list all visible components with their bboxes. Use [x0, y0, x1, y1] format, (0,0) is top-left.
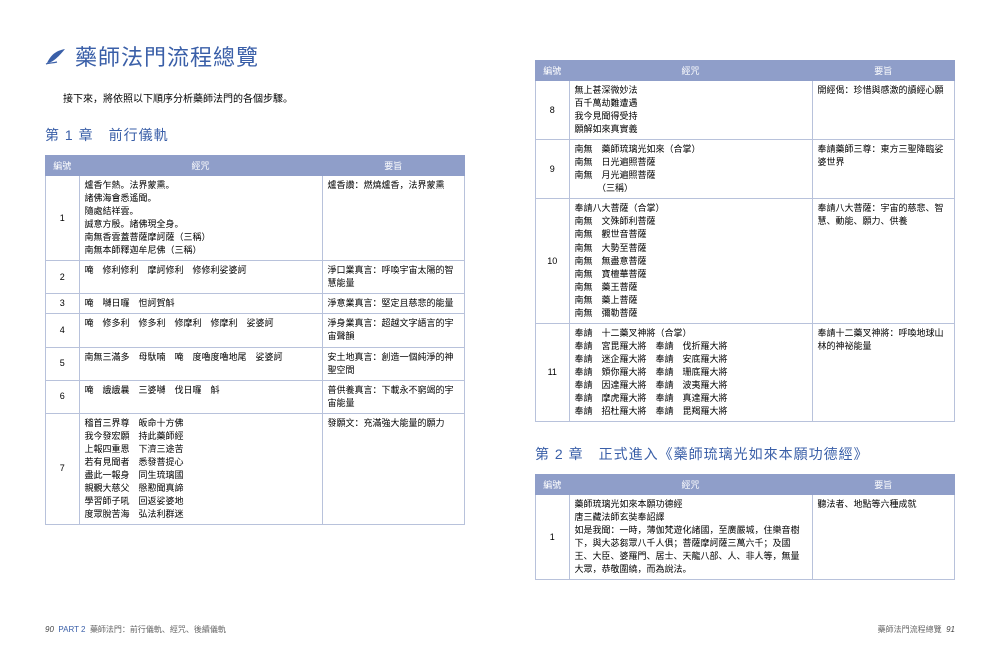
chapter2-title: 第 2 章 正式進入《藥師琉璃光如來本願功德經》 — [535, 444, 955, 464]
row-num: 3 — [46, 294, 80, 314]
row-num: 1 — [536, 495, 570, 580]
table-row: 11奉請 十二藥叉神將（合掌）奉請 宮毘羅大將 奉請 伐折羅大將奉請 迷企羅大將… — [536, 323, 955, 421]
col-header-num: 編號 — [46, 156, 80, 176]
row-mid: 奉請 十二藥叉神將（合掌）奉請 宮毘羅大將 奉請 伐折羅大將奉請 迷企羅大將 奉… — [569, 323, 812, 421]
row-right: 淨口業真言：呼喚宇宙太陽的智慧能量 — [322, 261, 464, 294]
table-row: 1藥師琉璃光如來本願功德經唐三藏法師玄奘奉詔譯如是我聞：一時，薄伽梵遊化諸國，至… — [536, 495, 955, 580]
table-row: 8無上甚深微妙法百千萬劫難遭遇我今見聞得受持願解如來真實義開經偈：珍惜與感激的讀… — [536, 81, 955, 140]
col-header-mid: 經咒 — [569, 61, 812, 81]
row-mid: 唵 修多利 修多利 修摩利 修摩利 娑婆訶 — [79, 314, 322, 347]
intro-text: 接下來，將依照以下順序分析藥師法門的各個步驟。 — [63, 90, 465, 105]
footer-text-right: 藥師法門流程總覽 — [878, 625, 942, 634]
row-mid: 唵 嚩日囉 怛訶賀斛 — [79, 294, 322, 314]
row-mid: 無上甚深微妙法百千萬劫難遭遇我今見聞得受持願解如來真實義 — [569, 81, 812, 140]
row-mid: 藥師琉璃光如來本願功德經唐三藏法師玄奘奉詔譯如是我聞：一時，薄伽梵遊化諸國，至廣… — [569, 495, 812, 580]
footer-text-left: 藥師法門：前行儀軌、經咒、後續儀軌 — [90, 625, 226, 634]
row-right: 淨意業真言：堅定且慈悲的能量 — [322, 294, 464, 314]
row-num: 1 — [46, 176, 80, 261]
row-mid: 南無三滿多 母馱喃 唵 度嚕度嚕地尾 娑婆訶 — [79, 347, 322, 380]
row-num: 5 — [46, 347, 80, 380]
footer-left: 90 PART 2 藥師法門：前行儀軌、經咒、後續儀軌 — [45, 624, 226, 635]
row-mid: 爐香乍熱。法界蒙熏。諸佛海會悉遙聞。隨處結祥雲。誠意方殷。諸佛現全身。南無香雲蓋… — [79, 176, 322, 261]
col-header-mid: 經咒 — [569, 475, 812, 495]
row-mid: 唵 修利修利 摩訶修利 修修利娑婆訶 — [79, 261, 322, 294]
row-right: 普供養真言：下載永不窮竭的宇宙能量 — [322, 380, 464, 413]
row-right: 淨身業真言：超越文字語言的宇宙聲韻 — [322, 314, 464, 347]
row-right: 奉請八大菩薩：宇宙的慈悲、智慧、動能、願力、供養 — [812, 199, 954, 323]
row-mid: 唵 誐誐曩 三婆嚩 伐日囉 斛 — [79, 380, 322, 413]
row-right: 聽法者、地點等六種成就 — [812, 495, 954, 580]
table-row: 6唵 誐誐曩 三婆嚩 伐日囉 斛普供養真言：下載永不窮竭的宇宙能量 — [46, 380, 465, 413]
row-right: 奉請十二藥叉神將：呼喚地球山林的神祕能量 — [812, 323, 954, 421]
table-row: 5南無三滿多 母馱喃 唵 度嚕度嚕地尾 娑婆訶安土地真言：創造一個純淨的神聖空間 — [46, 347, 465, 380]
row-mid: 奉請八大菩薩（合掌）南無 文殊師利菩薩南無 觀世音菩薩南無 大勢至菩薩南無 無盡… — [569, 199, 812, 323]
row-right: 發願文：充滿強大能量的願力 — [322, 413, 464, 524]
col-header-right: 要旨 — [812, 475, 954, 495]
footer-part: PART 2 — [58, 625, 85, 634]
row-num: 7 — [46, 413, 80, 524]
row-right: 開經偈：珍惜與感激的讀經心願 — [812, 81, 954, 140]
col-header-right: 要旨 — [322, 156, 464, 176]
leaf-icon — [45, 45, 69, 67]
col-header-right: 要旨 — [812, 61, 954, 81]
table-row: 4唵 修多利 修多利 修摩利 修摩利 娑婆訶淨身業真言：超越文字語言的宇宙聲韻 — [46, 314, 465, 347]
chapter2-table: 編號 經咒 要旨 1藥師琉璃光如來本願功德經唐三藏法師玄奘奉詔譯如是我聞：一時，… — [535, 474, 955, 580]
table-row: 1爐香乍熱。法界蒙熏。諸佛海會悉遙聞。隨處結祥雲。誠意方殷。諸佛現全身。南無香雲… — [46, 176, 465, 261]
row-mid: 稽首三界尊 皈命十方佛我今發宏願 持此藥師經上報四重恩 下濟三途苦若有見聞者 悉… — [79, 413, 322, 524]
page-number-right: 91 — [946, 625, 955, 634]
col-header-num: 編號 — [536, 61, 570, 81]
right-continuation-table: 編號 經咒 要旨 8無上甚深微妙法百千萬劫難遭遇我今見聞得受持願解如來真實義開經… — [535, 60, 955, 422]
row-num: 11 — [536, 323, 570, 421]
table-row: 10奉請八大菩薩（合掌）南無 文殊師利菩薩南無 觀世音菩薩南無 大勢至菩薩南無 … — [536, 199, 955, 323]
row-right: 安土地真言：創造一個純淨的神聖空間 — [322, 347, 464, 380]
footer-right: 藥師法門流程總覽 91 — [878, 624, 955, 635]
row-num: 10 — [536, 199, 570, 323]
row-num: 8 — [536, 81, 570, 140]
page-title-row: 藥師法門流程總覽 — [45, 40, 465, 72]
table-row: 7稽首三界尊 皈命十方佛我今發宏願 持此藥師經上報四重恩 下濟三途苦若有見聞者 … — [46, 413, 465, 524]
row-mid: 南無 藥師琉璃光如來（合掌）南無 日光遍照菩薩南無 月光遍照菩薩 （三稱） — [569, 140, 812, 199]
table-row: 2唵 修利修利 摩訶修利 修修利娑婆訶淨口業真言：呼喚宇宙太陽的智慧能量 — [46, 261, 465, 294]
table-row: 3唵 嚩日囉 怛訶賀斛淨意業真言：堅定且慈悲的能量 — [46, 294, 465, 314]
chapter1-title: 第 1 章 前行儀軌 — [45, 125, 465, 145]
row-num: 9 — [536, 140, 570, 199]
row-right: 爐香讚：燃燒爐香，法界蒙熏 — [322, 176, 464, 261]
page-number-left: 90 — [45, 625, 54, 634]
main-title: 藥師法門流程總覽 — [75, 40, 259, 72]
table-row: 9南無 藥師琉璃光如來（合掌）南無 日光遍照菩薩南無 月光遍照菩薩 （三稱）奉請… — [536, 140, 955, 199]
row-num: 2 — [46, 261, 80, 294]
chapter1-table: 編號 經咒 要旨 1爐香乍熱。法界蒙熏。諸佛海會悉遙聞。隨處結祥雲。誠意方殷。諸… — [45, 155, 465, 525]
row-num: 4 — [46, 314, 80, 347]
row-num: 6 — [46, 380, 80, 413]
row-right: 奉請藥師三尊：東方三聖降臨娑婆世界 — [812, 140, 954, 199]
col-header-mid: 經咒 — [79, 156, 322, 176]
col-header-num: 編號 — [536, 475, 570, 495]
